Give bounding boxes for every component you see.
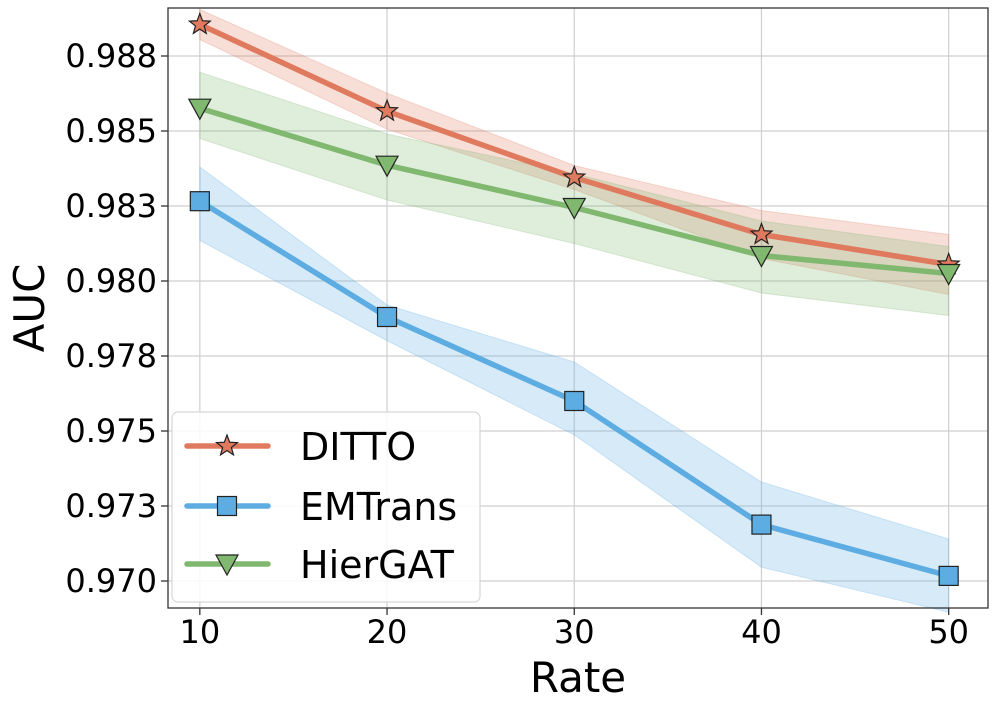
y-tick-label: 0.973 [65,487,157,525]
legend-label-hiergat: HierGAT [300,543,455,587]
hiergat-marker [562,197,587,220]
emtrans-marker [189,191,210,212]
x-axis-title: Rate [530,653,626,702]
emtrans-marker [564,390,585,412]
hiergat-marker [936,263,961,286]
x-tick-label: 50 [928,613,969,651]
x-tick-label: 30 [554,613,595,651]
legend-label-ditto: DITTO [300,425,416,469]
ditto-marker [187,11,212,35]
y-tick-label: 0.975 [65,412,157,450]
x-tick-label: 20 [367,613,408,651]
emtrans-marker [938,565,959,587]
legend-marker-hiergat [214,554,240,577]
hiergat-marker [749,245,774,268]
ditto-marker [749,221,774,245]
legend: DITTO EMTrans HierGAT [171,411,481,603]
legend-box [171,411,481,603]
x-tick-label: 10 [179,613,220,651]
y-axis-title: AUC [5,264,54,353]
y-tick-label: 0.970 [65,562,157,600]
legend-marker-emtrans [216,495,238,517]
y-tick-label: 0.980 [65,262,157,300]
hiergat-marker [187,98,212,121]
legend-label-emtrans: EMTrans [300,485,457,529]
hiergat-marker [375,155,400,178]
ditto-marker [562,164,587,188]
ditto-marker [374,98,400,122]
y-tick-label: 0.983 [65,187,157,225]
plot-frame [167,7,989,609]
y-tick-label: 0.985 [65,112,157,150]
emtrans-marker [376,306,398,328]
x-tick-label: 40 [741,613,782,651]
legend-marker-ditto [214,433,240,457]
y-tick-label: 0.988 [65,37,157,75]
series-markers [187,11,961,587]
tick-labels: 10 20 30 40 50 0.970 0.973 0.975 0.978 0.980 0.983… [65,37,969,651]
y-tick-label: 0.978 [65,337,157,375]
emtrans-marker [751,514,772,535]
